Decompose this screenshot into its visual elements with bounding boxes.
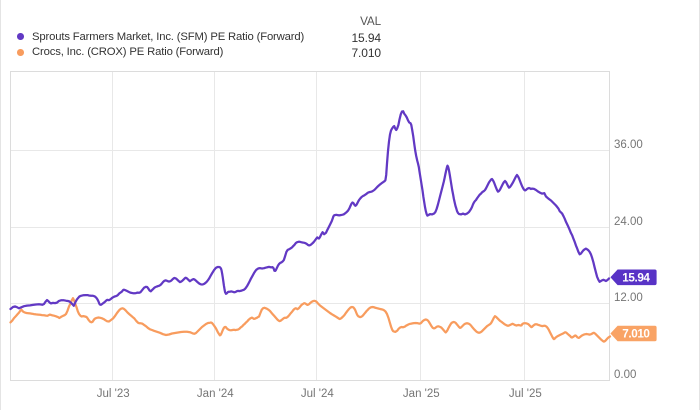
svg-text:15.94: 15.94 <box>622 271 650 284</box>
svg-text:7.010: 7.010 <box>622 328 650 341</box>
